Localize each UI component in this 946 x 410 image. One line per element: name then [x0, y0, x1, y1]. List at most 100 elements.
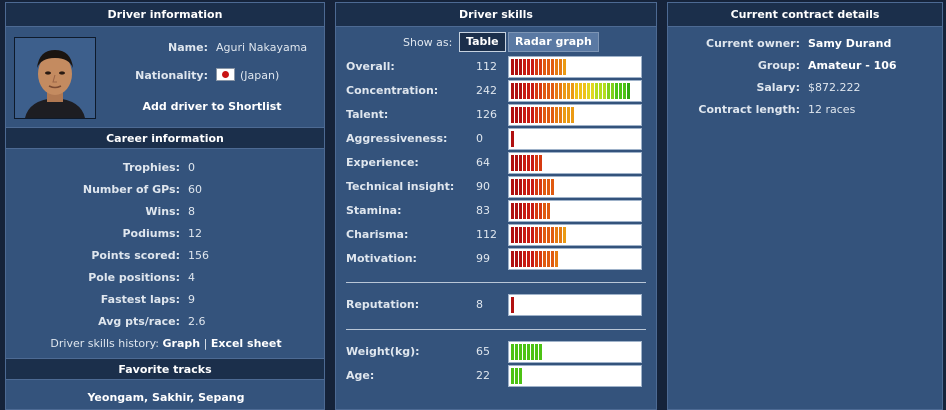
skill-bar-segment: [559, 59, 562, 75]
skill-bar-segment: [539, 179, 542, 195]
add-to-shortlist-link[interactable]: Add driver to Shortlist: [142, 100, 282, 113]
skill-bar-segment: [531, 59, 534, 75]
career-stat-label: Podiums:: [122, 227, 180, 240]
skill-bar: [508, 104, 642, 126]
skill-bar-segment: [511, 59, 514, 75]
skill-row: Talent: 126: [336, 104, 656, 126]
career-stat-value: 0: [188, 161, 195, 174]
skill-bar-segment: [531, 227, 534, 243]
skill-value: 22: [476, 369, 490, 382]
career-stat-value: 9: [188, 293, 195, 306]
skill-bar-segment: [527, 251, 530, 267]
skill-bar-segment: [535, 227, 538, 243]
contract-value: Samy Durand: [808, 37, 892, 50]
table-view-button[interactable]: Table: [459, 32, 506, 52]
skill-bar-segment: [571, 83, 574, 99]
skill-bar: [508, 224, 642, 246]
career-stat-value: 60: [188, 183, 202, 196]
skill-bar-segment: [515, 344, 518, 360]
driver-info-header: Driver information: [6, 3, 324, 27]
skill-bar-segment: [543, 179, 546, 195]
nationality-value: (Japan): [240, 69, 280, 82]
skill-row: Weight(kg): 65: [336, 341, 656, 363]
skill-bar-segment: [579, 83, 582, 99]
career-stat-value: 4: [188, 271, 195, 284]
skill-bar-segment: [563, 83, 566, 99]
skill-bar-segment: [511, 368, 514, 384]
skill-bar-segment: [511, 297, 514, 313]
skill-bar-segment: [527, 203, 530, 219]
skill-bar-segment: [547, 227, 550, 243]
skill-bar-segment: [543, 203, 546, 219]
skill-row: Stamina: 83: [336, 200, 656, 222]
skill-bar-fill: [511, 344, 543, 360]
skill-label: Weight(kg):: [346, 345, 420, 358]
skill-bar-segment: [531, 203, 534, 219]
skill-bar-segment: [539, 344, 542, 360]
career-stat-value: 12: [188, 227, 202, 240]
skill-bar-segment: [527, 179, 530, 195]
skill-bar-segment: [543, 83, 546, 99]
skill-value: 90: [476, 180, 490, 193]
skill-bar-fill: [511, 107, 575, 123]
skill-bar-segment: [519, 344, 522, 360]
skill-bar-fill: [511, 297, 515, 313]
skill-row: Overall: 112: [336, 56, 656, 78]
skill-bar-segment: [543, 227, 546, 243]
skill-bar-segment: [563, 107, 566, 123]
radar-graph-button[interactable]: Radar graph: [508, 32, 599, 52]
skill-bar-segment: [519, 368, 522, 384]
skill-bar-segment: [519, 155, 522, 171]
skill-bar-segment: [547, 107, 550, 123]
skill-bar-fill: [511, 227, 567, 243]
skills-history-separator: |: [203, 337, 208, 350]
skill-bar-segment: [615, 83, 618, 99]
skill-bar-segment: [547, 83, 550, 99]
skill-bar-segment: [539, 59, 542, 75]
skill-bar: [508, 200, 642, 222]
divider: [346, 282, 646, 283]
skill-bar-segment: [511, 227, 514, 243]
skill-bar-segment: [523, 227, 526, 243]
skill-bar-segment: [563, 59, 566, 75]
contract-label: Salary:: [756, 81, 800, 94]
skill-bar-segment: [539, 107, 542, 123]
show-as-label: Show as:: [403, 36, 453, 49]
skill-bar-segment: [519, 203, 522, 219]
skill-bar-segment: [555, 83, 558, 99]
skill-bar-segment: [519, 107, 522, 123]
skill-bar-segment: [535, 83, 538, 99]
skills-history-excel-link[interactable]: Excel sheet: [210, 337, 282, 350]
skill-label: Concentration:: [346, 84, 439, 97]
skill-value: 0: [476, 132, 483, 145]
skill-bar-segment: [547, 251, 550, 267]
skill-bar-segment: [555, 59, 558, 75]
skill-bar-fill: [511, 251, 559, 267]
skill-bar-segment: [511, 344, 514, 360]
skill-bar-segment: [511, 179, 514, 195]
skill-bar-segment: [567, 83, 570, 99]
contract-panel: Current contract details Current owner: S…: [667, 2, 943, 410]
skills-history-graph-link[interactable]: Graph: [162, 337, 201, 350]
skill-bar-segment: [535, 251, 538, 267]
skill-value: 8: [476, 298, 483, 311]
skill-label: Charisma:: [346, 228, 409, 241]
skill-bar: [508, 365, 642, 387]
career-stat-value: 2.6: [188, 315, 206, 328]
skill-label: Reputation:: [346, 298, 420, 311]
skill-bar-segment: [535, 107, 538, 123]
skill-row: Technical insight: 90: [336, 176, 656, 198]
skill-label: Technical insight:: [346, 180, 455, 193]
skill-bar: [508, 248, 642, 270]
skill-bar-segment: [515, 227, 518, 243]
skill-bar-segment: [535, 155, 538, 171]
skill-bar-segment: [531, 107, 534, 123]
skill-bar-segment: [543, 251, 546, 267]
skill-bar: [508, 341, 642, 363]
skill-bar-segment: [583, 83, 586, 99]
skill-bar-segment: [559, 83, 562, 99]
favorite-tracks-header: Favorite tracks: [6, 358, 324, 380]
skill-bar-segment: [531, 344, 534, 360]
skill-bar-segment: [527, 107, 530, 123]
skills-history: Driver skills history: Graph | Excel she…: [6, 337, 324, 350]
